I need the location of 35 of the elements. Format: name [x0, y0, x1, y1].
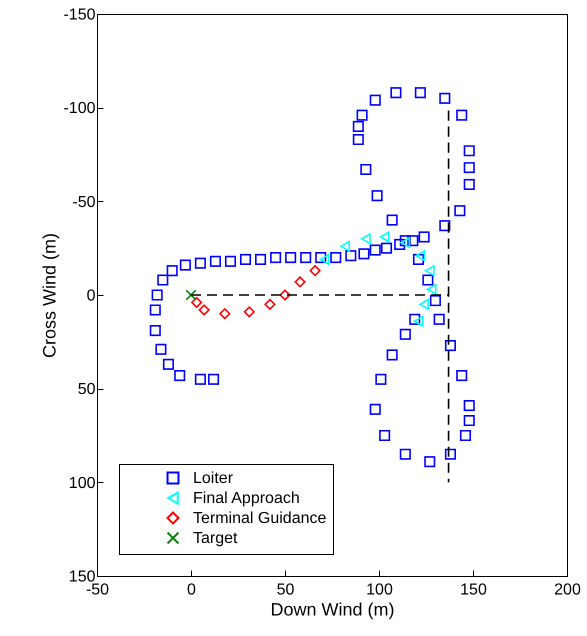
y-tick-label: -50 — [72, 194, 96, 211]
point — [360, 233, 371, 244]
point — [340, 240, 350, 252]
point — [320, 254, 330, 265]
point — [198, 304, 210, 316]
x-tick-label: 200 — [554, 582, 581, 598]
x-tick-label: 100 — [366, 582, 393, 598]
y-tick-label: -150 — [63, 6, 96, 24]
point — [380, 231, 390, 242]
point — [419, 298, 430, 310]
point — [414, 316, 424, 327]
y-tick-label: 50 — [78, 381, 96, 398]
point — [191, 296, 202, 308]
point — [244, 306, 255, 318]
x-tick-label: 50 — [276, 582, 294, 598]
point — [426, 284, 437, 295]
legend-label: Loiter — [193, 470, 234, 487]
point — [279, 289, 291, 301]
legend-label: Target — [193, 530, 238, 547]
y-axis-title: Cross Wind (m) — [39, 233, 60, 358]
legend-label: Terminal Guidance — [193, 510, 326, 527]
x-axis-title: Down Wind (m) — [270, 600, 395, 620]
legend-label: Final Approach — [193, 490, 300, 507]
point — [424, 265, 435, 276]
point — [294, 276, 306, 288]
x-tick-label: 150 — [460, 582, 487, 598]
y-tick-label: -100 — [63, 100, 96, 118]
point — [264, 298, 276, 310]
x-tick-label: 0 — [187, 582, 196, 598]
y-tick-label: 0 — [86, 288, 96, 304]
point — [219, 308, 230, 320]
point — [185, 289, 197, 301]
y-tick-label: 100 — [68, 474, 96, 492]
point — [415, 250, 426, 262]
point — [310, 265, 321, 276]
